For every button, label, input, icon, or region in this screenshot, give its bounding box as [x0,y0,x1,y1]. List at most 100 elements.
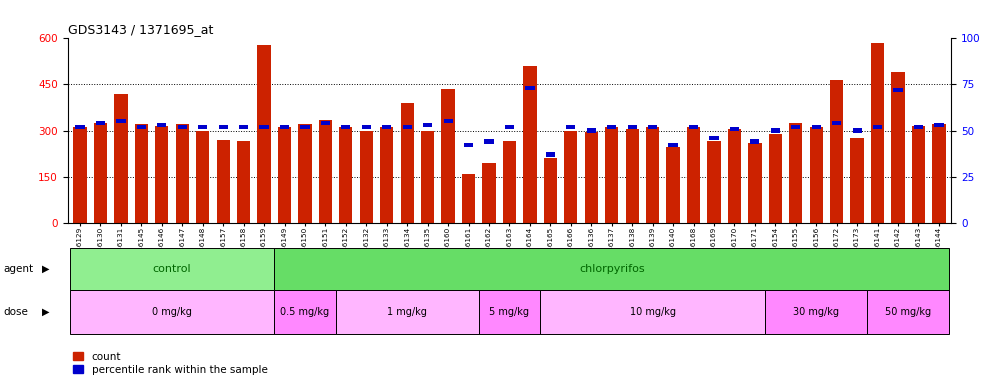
Bar [707,141,720,223]
FancyBboxPatch shape [765,290,868,334]
Bar [503,141,516,223]
Text: 0.5 mg/kg: 0.5 mg/kg [281,307,330,317]
Bar [280,125,289,129]
Bar [96,121,105,125]
Bar [319,120,332,223]
Bar [791,125,801,129]
Bar [278,127,291,223]
Text: 5 mg/kg: 5 mg/kg [489,307,530,317]
Bar [830,80,844,223]
Text: chlorpyrifos: chlorpyrifos [579,264,644,274]
Bar [587,128,596,133]
Bar [646,127,659,223]
Bar [544,158,557,223]
Bar [625,129,638,223]
Bar [932,124,945,223]
Bar [812,125,821,129]
Bar [198,125,207,129]
Bar [505,125,514,129]
Bar [421,131,434,223]
Bar [484,139,494,144]
Text: control: control [152,264,191,274]
Bar [666,147,679,223]
Bar [402,125,411,129]
Bar [523,66,537,223]
Bar [441,89,455,223]
Bar [423,123,432,127]
Bar [340,127,353,223]
Bar [668,143,677,147]
Bar [709,136,718,140]
Bar [546,152,555,157]
Bar [259,125,269,129]
Bar [464,143,473,147]
FancyBboxPatch shape [868,290,949,334]
Bar [771,128,780,133]
Bar [362,125,371,129]
Bar [891,72,904,223]
Bar [914,125,923,129]
Bar [585,132,598,223]
Bar [443,119,453,124]
Text: 30 mg/kg: 30 mg/kg [793,307,840,317]
Bar [851,138,864,223]
Bar [566,125,576,129]
FancyBboxPatch shape [336,290,479,334]
Bar [608,125,617,129]
Bar [136,125,146,129]
Bar [871,43,884,223]
Bar [382,125,391,129]
Bar [196,131,209,223]
Text: 50 mg/kg: 50 mg/kg [885,307,931,317]
Bar [730,127,739,131]
Bar [218,125,228,129]
Text: dose: dose [3,307,28,317]
Legend: count, percentile rank within the sample: count, percentile rank within the sample [73,352,268,375]
Bar [482,163,496,223]
Bar [605,127,619,223]
FancyBboxPatch shape [479,290,540,334]
Bar [687,127,700,223]
FancyBboxPatch shape [274,248,949,290]
Bar [155,126,168,223]
FancyBboxPatch shape [70,290,274,334]
Bar [321,121,330,125]
FancyBboxPatch shape [70,248,274,290]
Bar [400,103,414,223]
Bar [525,86,535,90]
Bar [748,143,762,223]
Bar [648,125,657,129]
Text: ▶: ▶ [42,264,50,274]
Bar [728,129,741,223]
Bar [175,124,189,223]
Bar [689,125,698,129]
Bar [380,127,393,223]
Bar [134,124,148,223]
Bar [462,174,475,223]
Bar [360,131,373,223]
FancyBboxPatch shape [274,290,336,334]
Bar [76,125,85,129]
Bar [74,127,87,223]
Bar [810,127,823,223]
Bar [872,125,882,129]
Text: ▶: ▶ [42,307,50,317]
Bar [257,45,271,223]
Text: 0 mg/kg: 0 mg/kg [152,307,192,317]
Bar [853,128,862,133]
Bar [342,125,351,129]
Text: agent: agent [3,264,33,274]
Bar [627,125,636,129]
Bar [239,125,248,129]
Bar [789,123,803,223]
Bar [177,125,187,129]
Bar [832,121,842,125]
Bar [157,123,166,127]
Bar [94,123,108,223]
Bar [769,134,782,223]
Text: 10 mg/kg: 10 mg/kg [629,307,675,317]
Bar [564,131,578,223]
Bar [750,139,760,144]
Text: 1 mg/kg: 1 mg/kg [387,307,427,317]
Bar [117,119,125,124]
